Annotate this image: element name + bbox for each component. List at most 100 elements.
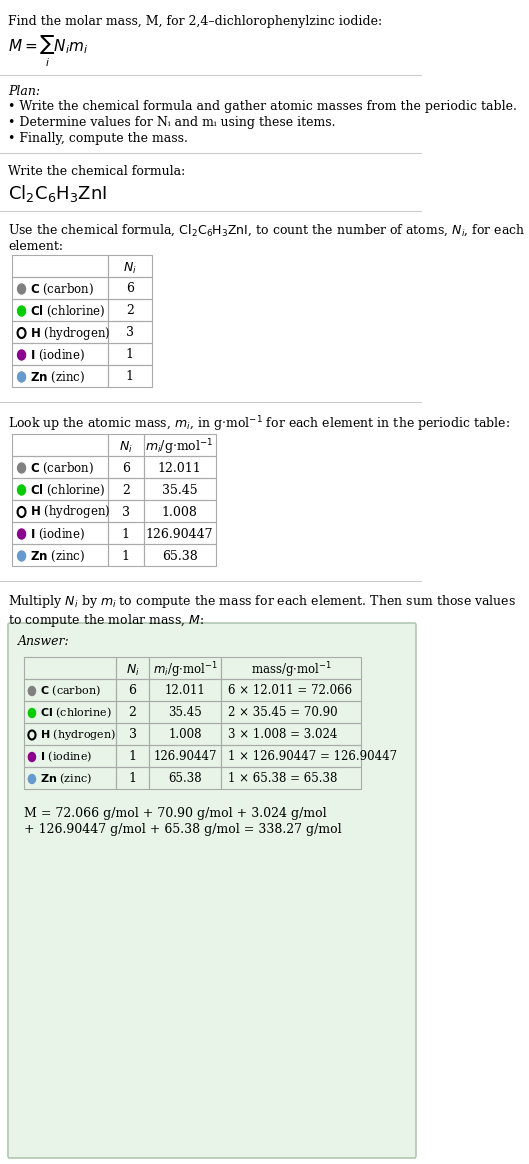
Bar <box>108 255 152 277</box>
Text: 6 × 12.011 = 72.066: 6 × 12.011 = 72.066 <box>227 684 352 697</box>
Text: • Finally, compute the mass.: • Finally, compute the mass. <box>8 132 188 146</box>
Text: 35.45: 35.45 <box>168 707 202 719</box>
Bar <box>108 321 152 343</box>
Bar <box>12 321 108 343</box>
Text: $m_i$/g$\cdot$mol$^{-1}$: $m_i$/g$\cdot$mol$^{-1}$ <box>145 438 214 456</box>
Text: 35.45: 35.45 <box>162 483 197 497</box>
Bar <box>149 679 221 701</box>
Text: 3: 3 <box>129 729 136 741</box>
Bar <box>116 723 149 745</box>
Bar <box>108 299 152 321</box>
Text: 6: 6 <box>126 283 134 296</box>
Text: 126.90447: 126.90447 <box>153 751 217 764</box>
Text: $\mathbf{Zn}$ (zinc): $\mathbf{Zn}$ (zinc) <box>40 772 92 786</box>
Text: Plan:: Plan: <box>8 85 40 98</box>
Text: 126.90447: 126.90447 <box>146 527 213 540</box>
Text: 3: 3 <box>122 505 130 518</box>
Circle shape <box>17 551 25 561</box>
Circle shape <box>17 284 25 294</box>
Text: 2: 2 <box>126 305 134 318</box>
Text: $m_i$/g$\cdot$mol$^{-1}$: $m_i$/g$\cdot$mol$^{-1}$ <box>153 660 217 680</box>
Text: $\mathbf{I}$ (iodine): $\mathbf{I}$ (iodine) <box>30 526 85 541</box>
Circle shape <box>29 709 35 717</box>
Bar <box>149 767 221 789</box>
Bar <box>116 767 149 789</box>
Text: • Write the chemical formula and gather atomic masses from the periodic table.: • Write the chemical formula and gather … <box>8 100 517 113</box>
Bar <box>144 478 215 501</box>
Bar <box>108 501 144 521</box>
Text: $\mathbf{C}$ (carbon): $\mathbf{C}$ (carbon) <box>40 683 101 698</box>
Bar <box>12 343 108 365</box>
Text: mass/g$\cdot$mol$^{-1}$: mass/g$\cdot$mol$^{-1}$ <box>251 660 332 680</box>
Text: $\mathbf{I}$ (iodine): $\mathbf{I}$ (iodine) <box>30 347 85 362</box>
Text: 1: 1 <box>122 549 130 562</box>
Text: 1.008: 1.008 <box>162 505 197 518</box>
Bar <box>149 745 221 767</box>
Text: M = 72.066 g/mol + 70.90 g/mol + 3.024 g/mol: M = 72.066 g/mol + 70.90 g/mol + 3.024 g… <box>24 807 326 819</box>
Bar <box>12 478 108 501</box>
Text: 1.008: 1.008 <box>168 729 202 741</box>
Circle shape <box>17 372 25 382</box>
Bar <box>149 701 221 723</box>
Text: 2: 2 <box>129 707 136 719</box>
Text: 3: 3 <box>126 326 134 340</box>
Bar <box>144 544 215 566</box>
Bar <box>108 343 152 365</box>
Bar <box>108 478 144 501</box>
Text: 3 × 1.008 = 3.024: 3 × 1.008 = 3.024 <box>227 729 337 741</box>
Bar <box>108 365 152 386</box>
Text: $\mathbf{Zn}$ (zinc): $\mathbf{Zn}$ (zinc) <box>30 548 85 563</box>
Circle shape <box>17 528 25 539</box>
Bar <box>24 656 116 679</box>
Bar <box>221 767 361 789</box>
Text: $\mathrm{Cl_2C_6H_3ZnI}$: $\mathrm{Cl_2C_6H_3ZnI}$ <box>8 183 107 204</box>
Bar <box>144 501 215 521</box>
Text: $\mathbf{Cl}$ (chlorine): $\mathbf{Cl}$ (chlorine) <box>40 705 112 721</box>
Text: + 126.90447 g/mol + 65.38 g/mol = 338.27 g/mol: + 126.90447 g/mol + 65.38 g/mol = 338.27… <box>24 823 342 836</box>
Text: Answer:: Answer: <box>17 636 69 648</box>
Bar <box>12 456 108 478</box>
FancyBboxPatch shape <box>8 623 416 1158</box>
Text: $\mathbf{H}$ (hydrogen): $\mathbf{H}$ (hydrogen) <box>40 728 116 743</box>
Text: $\mathbf{I}$ (iodine): $\mathbf{I}$ (iodine) <box>40 750 92 765</box>
Text: $N_i$: $N_i$ <box>123 261 136 276</box>
Bar <box>12 434 108 456</box>
Bar <box>116 679 149 701</box>
Text: 1: 1 <box>126 370 134 383</box>
Circle shape <box>17 485 25 495</box>
Text: 65.38: 65.38 <box>162 549 197 562</box>
Bar <box>24 767 116 789</box>
Text: 1: 1 <box>129 773 136 786</box>
Circle shape <box>29 687 35 696</box>
Bar <box>221 701 361 723</box>
Bar <box>24 679 116 701</box>
Bar <box>24 745 116 767</box>
Bar <box>116 656 149 679</box>
Text: Look up the atomic mass, $m_i$, in g$\cdot$mol$^{-1}$ for each element in the pe: Look up the atomic mass, $m_i$, in g$\cd… <box>8 414 510 434</box>
Circle shape <box>17 463 25 473</box>
Text: Find the molar mass, M, for 2,4–dichlorophenylzinc iodide:: Find the molar mass, M, for 2,4–dichloro… <box>8 15 382 28</box>
Text: $N_i$: $N_i$ <box>126 662 140 677</box>
Circle shape <box>29 774 35 783</box>
Bar <box>149 723 221 745</box>
Bar <box>12 365 108 386</box>
Bar <box>108 434 144 456</box>
Text: $\mathbf{Cl}$ (chlorine): $\mathbf{Cl}$ (chlorine) <box>30 304 105 319</box>
Bar <box>221 656 361 679</box>
Text: $\mathbf{C}$ (carbon): $\mathbf{C}$ (carbon) <box>30 461 94 476</box>
Text: 65.38: 65.38 <box>168 773 202 786</box>
Circle shape <box>17 306 25 315</box>
Bar <box>144 434 215 456</box>
Bar <box>108 277 152 299</box>
Bar <box>108 544 144 566</box>
Text: • Determine values for Nᵢ and mᵢ using these items.: • Determine values for Nᵢ and mᵢ using t… <box>8 116 335 129</box>
Text: 1: 1 <box>122 527 130 540</box>
Bar <box>12 255 108 277</box>
Bar <box>116 745 149 767</box>
Text: 1: 1 <box>129 751 136 764</box>
Text: Write the chemical formula:: Write the chemical formula: <box>8 165 185 178</box>
Text: 2: 2 <box>122 483 130 497</box>
Bar <box>12 544 108 566</box>
Text: 6: 6 <box>129 684 136 697</box>
Text: 2 × 35.45 = 70.90: 2 × 35.45 = 70.90 <box>227 707 337 719</box>
